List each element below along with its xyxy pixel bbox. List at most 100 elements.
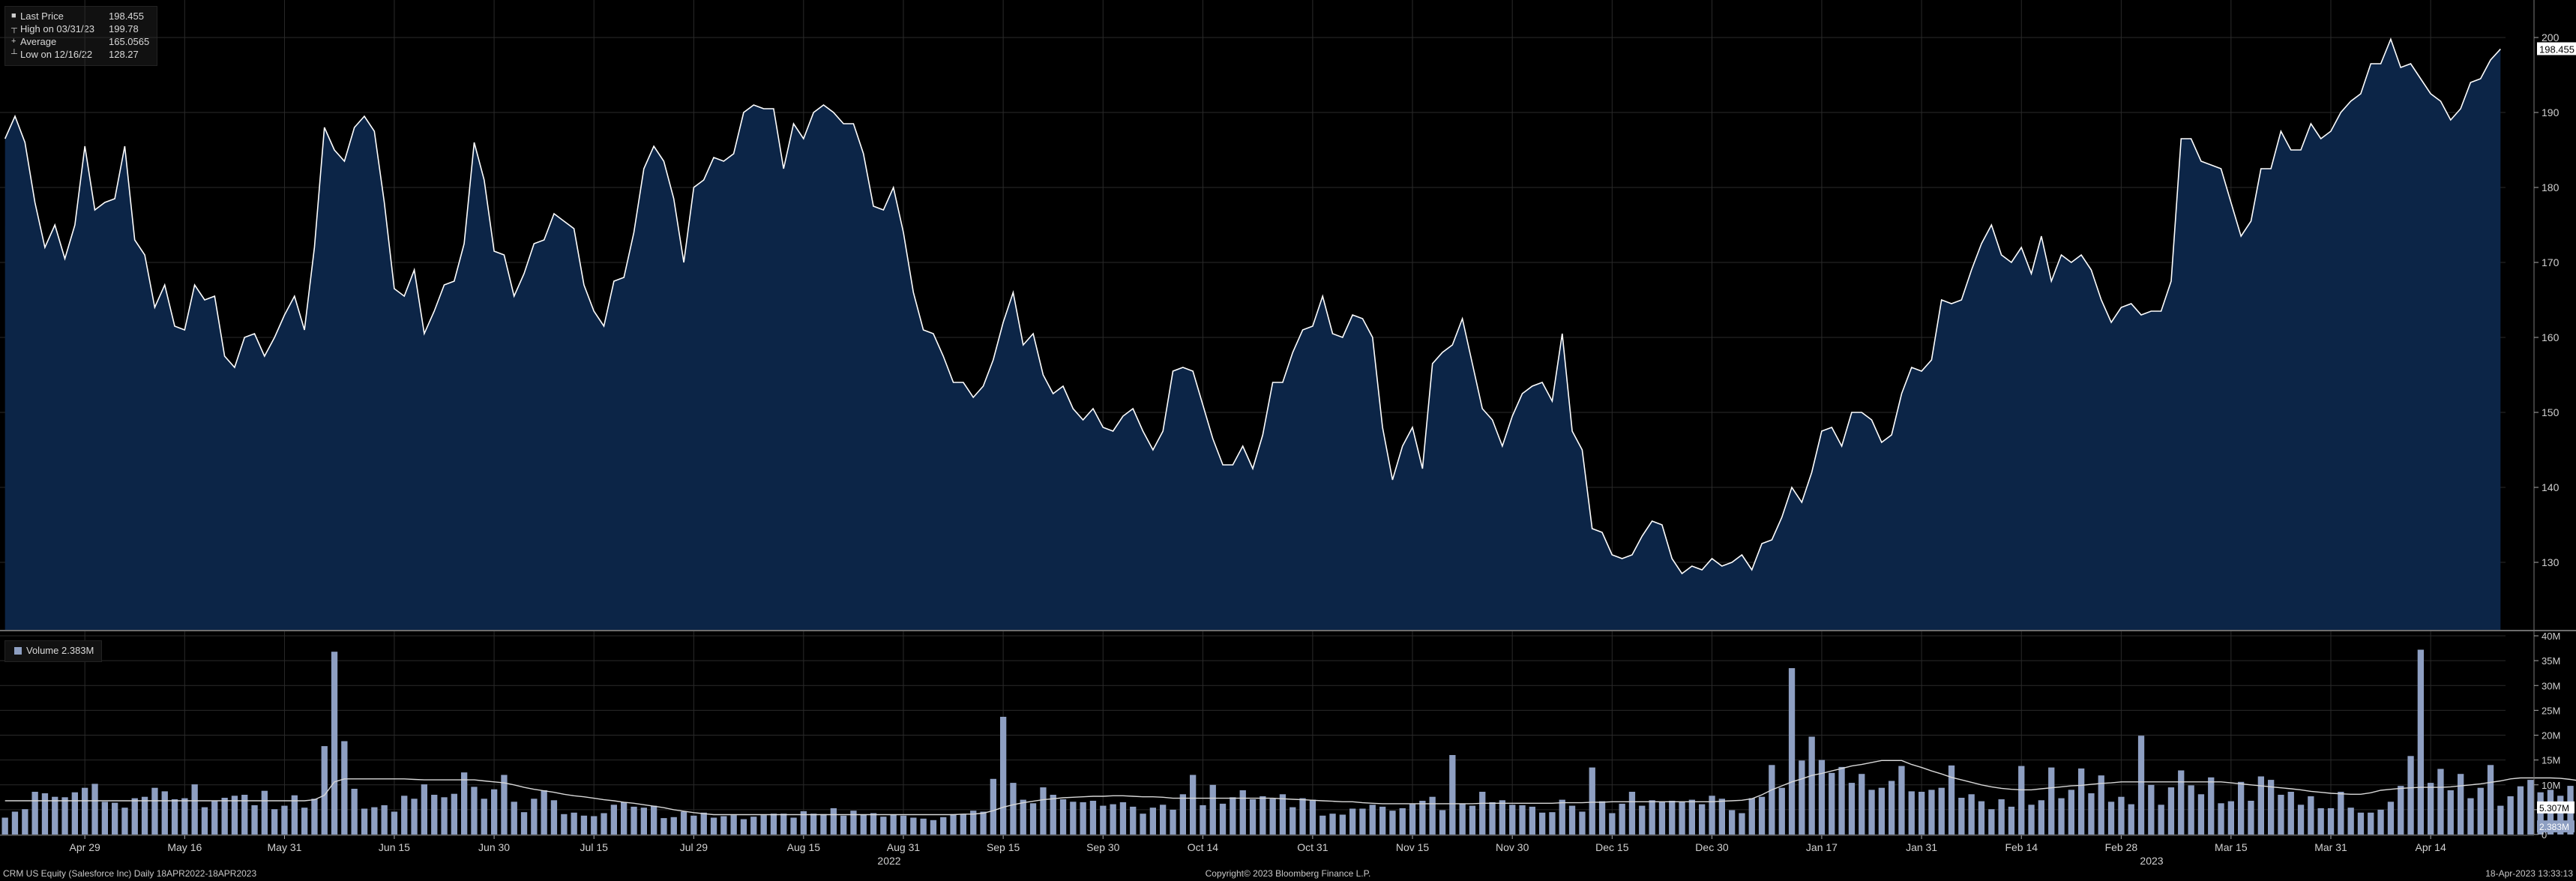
volume-bar [1239, 790, 1246, 835]
volume-bar [541, 790, 547, 835]
volume-bar [700, 812, 707, 835]
x-axis-tick-label: Apr 29 [70, 841, 100, 853]
volume-bar [2227, 801, 2234, 835]
volume-bar [870, 813, 877, 835]
volume-bar [2357, 812, 2365, 835]
volume-bar [2527, 780, 2534, 835]
volume-bar [421, 784, 427, 835]
volume-bar [1609, 813, 1616, 835]
price-axis-tick-label: 130 [2542, 556, 2560, 568]
volume-bar [1000, 717, 1007, 835]
x-axis-tick-label: May 31 [268, 841, 302, 853]
volume-bar [191, 784, 198, 835]
price-line [4, 37, 2501, 575]
volume-bar [1579, 811, 1586, 835]
volume-bar [850, 811, 857, 835]
x-axis-tick-label: Mar 15 [2215, 841, 2248, 853]
volume-bar [1020, 799, 1026, 835]
last-price-tag-box [2537, 42, 2576, 55]
volume-bar [2507, 796, 2514, 835]
volume-bar [960, 814, 966, 835]
volume-bar [1859, 774, 1865, 835]
volume-bar [1829, 772, 1835, 835]
volume-bar [670, 817, 677, 835]
volume-bar [640, 808, 647, 835]
volume-bar [131, 798, 138, 835]
volume-bar [161, 791, 168, 835]
volume-bar [1359, 808, 1366, 835]
x-axis-tick-label: Jul 15 [580, 841, 609, 853]
volume-bar [301, 808, 308, 835]
volume-average-line [4, 760, 2576, 816]
volume-bar [2417, 649, 2424, 835]
volume-bar [261, 790, 268, 835]
volume-bar [321, 746, 328, 835]
legend-value: 128.27 [109, 49, 139, 60]
volume-bar [1409, 804, 1416, 835]
volume-bar [441, 797, 448, 835]
volume-bar [471, 787, 478, 835]
volume-bar [2008, 806, 2015, 835]
volume-bar [101, 802, 108, 835]
volume-bar [1978, 801, 1985, 835]
volume-bar [1529, 806, 1535, 835]
high-marker-icon: ┬ [11, 24, 17, 33]
legend-high: ┬ High on 03/31/23 199.78 [11, 22, 149, 35]
volume-bar [241, 795, 248, 835]
volume-bar [1639, 805, 1646, 835]
volume-bar [61, 797, 68, 835]
volume-bar [2297, 805, 2305, 835]
volume-legend: Volume 2.383M [4, 640, 103, 662]
x-axis-tick-label: Mar 31 [2314, 841, 2347, 853]
volume-bar [621, 802, 628, 835]
volume-bar [1249, 799, 1257, 835]
x-axis-tick-label: May 16 [167, 841, 202, 853]
x-axis-tick-label: Aug 15 [787, 841, 821, 853]
volume-bar [1489, 802, 1496, 835]
volume-bar [1050, 795, 1056, 835]
volume-bar [2167, 787, 2175, 835]
volume-bar [1439, 810, 1446, 835]
volume-bar [1549, 812, 1556, 835]
volume-axis-tick-label: 35M [2542, 655, 2560, 667]
volume-bar [1509, 805, 1516, 835]
volume-bar [1119, 802, 1127, 835]
volume-bar [401, 796, 408, 835]
volume-bar [1040, 787, 1047, 835]
volume-bar [800, 811, 807, 835]
last-volume-tag-box [2537, 820, 2575, 833]
volume-bar [41, 793, 49, 835]
legend-label: Average [20, 36, 57, 47]
volume-bar [1598, 801, 1606, 835]
volume-bar [112, 802, 118, 835]
volume-bar [990, 778, 996, 835]
volume-bar [211, 801, 218, 835]
volume-bar [2407, 756, 2414, 835]
average-marker-icon: + [11, 37, 16, 46]
volume-bar [1709, 796, 1715, 835]
volume-bar [1309, 799, 1316, 835]
volume-bar [1988, 809, 1995, 835]
volume-bar [1898, 766, 1905, 835]
volume-bar [820, 814, 827, 835]
volume-bar [1748, 798, 1755, 835]
price-axis-tick-label: 180 [2542, 181, 2560, 193]
volume-bar [631, 806, 637, 835]
volume-bar [1419, 801, 1426, 835]
volume-bar [520, 812, 528, 835]
volume-bar [1279, 794, 1287, 835]
volume-bar [1260, 796, 1266, 835]
legend-value: 165.0565 [109, 36, 150, 47]
volume-bar [121, 808, 128, 835]
volume-bar [52, 796, 58, 835]
volume-bar [1928, 790, 1935, 835]
volume-bar [411, 799, 418, 835]
volume-bar [2137, 736, 2145, 835]
volume-bar [2308, 796, 2314, 835]
x-axis-tick-label: Jul 29 [680, 841, 708, 853]
volume-bar [531, 799, 538, 835]
volume-bar [1559, 799, 1565, 835]
volume-bar [2338, 792, 2344, 835]
volume-axis-tick-label: 40M [2542, 631, 2560, 642]
